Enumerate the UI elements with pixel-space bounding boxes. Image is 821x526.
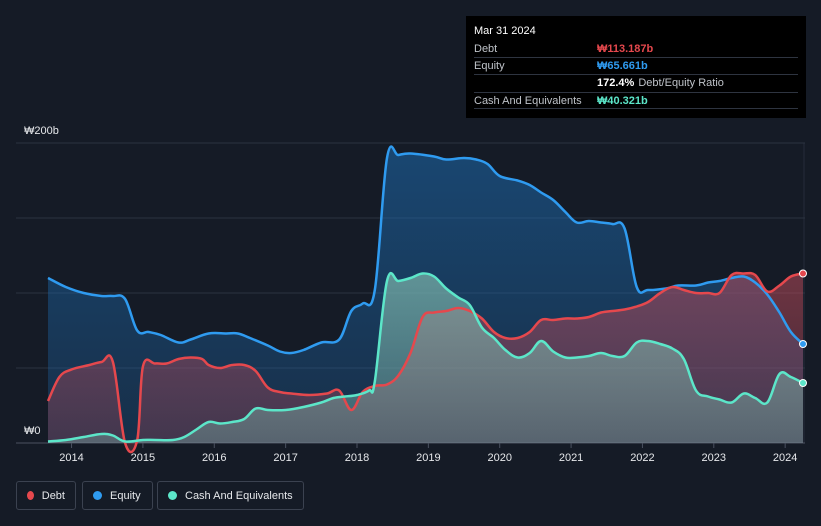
x-axis-ticks: 2014 2015 2016 2017 2018 2019 2020 2021 2022 2023…	[59, 443, 797, 464]
x-tick-label-2018: 2018	[345, 452, 369, 464]
series-end-markers	[799, 269, 807, 387]
debt-end-marker	[799, 269, 807, 278]
x-tick-label-2015: 2015	[131, 452, 155, 464]
cash-dot-icon	[168, 491, 177, 500]
tooltip-panel: Mar 31 2024 Debt ₩113.187b Equity ₩65.66…	[466, 16, 806, 118]
series-areas	[48, 146, 803, 453]
legend-equity-label: Equity	[110, 489, 141, 502]
tooltip-row-equity: Equity ₩65.661b	[474, 58, 798, 75]
tooltip-ratio-value: 172.4% Debt/Equity Ratio	[597, 75, 724, 92]
x-tick-label-2017: 2017	[273, 452, 297, 464]
x-tick-label-2021: 2021	[559, 452, 583, 464]
debt-line	[46, 271, 804, 454]
legend-item-debt[interactable]: Debt	[16, 481, 76, 510]
tooltip-row-debt: Debt ₩113.187b	[474, 41, 798, 58]
x-tick-label-2019: 2019	[416, 452, 440, 464]
tooltip-row-ratio: 172.4% Debt/Equity Ratio	[474, 75, 798, 92]
cash-end-marker	[799, 379, 807, 387]
tooltip-row-cash: Cash And Equivalents ₩40.321b	[474, 92, 798, 109]
tooltip-cash-label: Cash And Equivalents	[474, 95, 582, 107]
y-tick-label-top: ₩200b	[24, 125, 59, 137]
series-lines	[46, 145, 804, 454]
cash-area	[48, 273, 803, 443]
debt-dot-icon	[27, 491, 34, 500]
tooltip-debt-value: ₩113.187b	[597, 43, 654, 55]
tooltip-equity-label: Equity	[474, 60, 505, 72]
x-tick-label-2020: 2020	[487, 452, 511, 464]
x-tick-label-2014: 2014	[59, 452, 83, 464]
x-tick-label-2023: 2023	[702, 452, 726, 464]
tooltip-debt-label: Debt	[474, 43, 498, 55]
legend-cash-label: Cash And Equivalents	[185, 489, 293, 502]
equity-end-marker	[799, 340, 807, 348]
tooltip-cash-value: ₩40.321b	[597, 95, 648, 107]
x-tick-label-2022: 2022	[630, 452, 654, 464]
equity-dot-icon	[93, 491, 102, 500]
cash-line	[47, 271, 804, 443]
tooltip-ratio-suffix: Debt/Equity Ratio	[638, 77, 724, 89]
x-tick-label-2016: 2016	[202, 452, 226, 464]
legend-item-equity[interactable]: Equity	[82, 481, 153, 510]
tooltip-ratio-label	[474, 75, 597, 92]
equity-line	[47, 145, 804, 355]
tooltip-ratio-number: 172.4%	[597, 77, 635, 89]
x-tick-label-2024: 2024	[773, 452, 797, 464]
tooltip-equity-value: ₩65.661b	[597, 60, 648, 72]
legend-debt-label: Debt	[41, 489, 65, 502]
tooltip-date: Mar 31 2024	[474, 25, 536, 37]
y-tick-label-bottom: ₩0	[24, 425, 41, 437]
legend-item-cash[interactable]: Cash And Equivalents	[157, 481, 304, 510]
